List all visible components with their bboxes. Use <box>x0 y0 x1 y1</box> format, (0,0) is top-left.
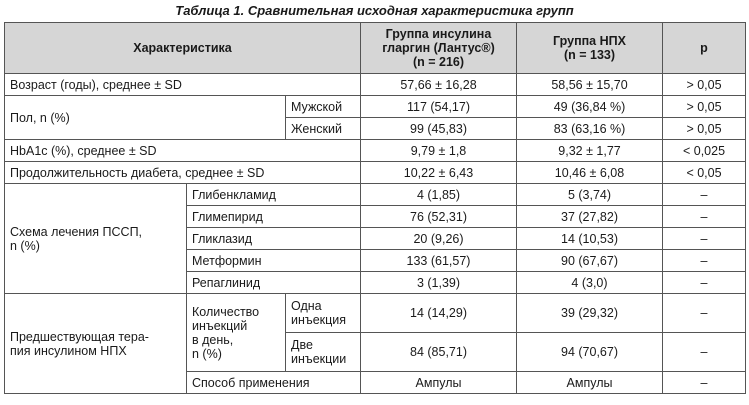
label-cell: Репаглинид <box>186 271 361 294</box>
value-cell: 84 (85,71) <box>360 332 517 372</box>
table-title: Таблица 1. Сравнительная исходная характ… <box>175 3 574 18</box>
row: Репаглинид 3 (1,39) 4 (3,0) – <box>5 271 746 294</box>
p-cell: – <box>662 293 746 333</box>
row: Пол, n (%) Мужской 117 (54,17) 49 (36,84… <box>4 95 746 140</box>
p-cell: – <box>662 227 746 250</box>
row: Предшествующая тера-пия инсулином НПХ Ко… <box>4 293 746 394</box>
comparison-table: Характеристика Группа инсулина гларгин (Л… <box>4 22 746 394</box>
value-cell: 9,32 ± 1,77 <box>516 139 663 162</box>
value-cell: 57,66 ± 16,28 <box>360 73 517 96</box>
row: Метформин 133 (61,57) 90 (67,67) – <box>5 249 746 272</box>
value-cell: 94 (70,67) <box>516 332 663 372</box>
label-cell: Продолжительность диабета, среднее ± SD <box>4 161 361 184</box>
p-cell: – <box>662 183 746 206</box>
value-cell: 117 (54,17) <box>360 95 517 118</box>
row: Гликлазид 20 (9,26) 14 (10,53) – <box>5 227 746 250</box>
label-cell: Женский <box>285 117 361 140</box>
row: HbA1c (%), среднее ± SD 9,79 ± 1,8 9,32 … <box>4 139 746 162</box>
value-cell: 3 (1,39) <box>360 271 517 294</box>
p-cell: – <box>662 249 746 272</box>
text-line: инъекций <box>192 318 248 333</box>
label-cell: Возраст (годы), среднее ± SD <box>4 73 361 96</box>
label-cell: Две инъекции <box>285 332 361 372</box>
label-cell: Метформин <box>186 249 361 272</box>
label-cell: Одна инъекция <box>285 293 361 333</box>
text-line: Группа НПХ <box>553 34 626 48</box>
p-cell: < 0,05 <box>662 161 746 184</box>
p-cell: < 0,025 <box>662 139 746 162</box>
row: Схема лечения ПССП, n (%) Глибенкламид 4 (1… <box>4 183 746 294</box>
label-cell: Пол, n (%) <box>4 95 286 140</box>
label-cell: Схема лечения ПССП, n (%) <box>4 183 187 294</box>
value-cell: 99 (45,83) <box>360 117 517 140</box>
text-line: Одна <box>291 299 322 313</box>
value-cell: 4 (3,0) <box>516 271 663 294</box>
value-cell: 14 (14,29) <box>360 293 517 333</box>
header-cell: p <box>662 22 746 74</box>
value-cell: 58,56 ± 15,70 <box>516 73 663 96</box>
row: Возраст (годы), среднее ± SD 57,66 ± 16,… <box>4 73 746 96</box>
p-cell: – <box>662 371 746 394</box>
text-line: Схема лечения ПССП, <box>10 224 143 239</box>
scheme-group: Схема лечения ПССП, n (%) Глибенкламид 4 (1… <box>4 183 746 294</box>
text-line: инъекции <box>291 352 347 366</box>
p-cell: – <box>662 332 746 372</box>
text-line: гларгин (Лантус®) <box>382 41 495 55</box>
text-line: Количество <box>192 304 260 319</box>
p-cell: > 0,05 <box>662 73 746 96</box>
text-line: n (%) <box>10 238 40 253</box>
label-cell: Предшествующая тера-пия инсулином НПХ <box>4 293 187 394</box>
value-cell: 14 (10,53) <box>516 227 663 250</box>
text-line: (n = 216) <box>412 55 465 69</box>
value-cell: 90 (67,67) <box>516 249 663 272</box>
text-line: пия инсулином НПХ <box>10 343 127 358</box>
value-cell: 49 (36,84 %) <box>516 95 663 118</box>
label-cell: Гликлазид <box>186 227 361 250</box>
p-cell: – <box>662 205 746 228</box>
header-cell: Характеристика <box>4 22 361 74</box>
text-line: инъекция <box>291 313 347 327</box>
row: Две инъекции 84 (85,71) 94 (70,67) – <box>5 332 746 372</box>
header-cell: Группа НПХ (n = 133) <box>516 22 663 74</box>
label-cell: HbA1c (%), среднее ± SD <box>4 139 361 162</box>
value-cell: 10,46 ± 6,08 <box>516 161 663 184</box>
value-cell: 133 (61,57) <box>360 249 517 272</box>
value-cell: Ампулы <box>516 371 663 394</box>
value-cell: 4 (1,85) <box>360 183 517 206</box>
label-cell: Мужской <box>285 95 361 118</box>
text-line: (n = 133) <box>563 48 616 62</box>
label-cell: Глимепирид <box>186 205 361 228</box>
text-line: n (%) <box>192 346 222 361</box>
text-line: Группа инсулина <box>385 27 492 41</box>
label-cell: Количество инъекций в день, n (%) <box>186 293 286 372</box>
p-cell: > 0,05 <box>662 95 746 118</box>
label-cell: Способ применения <box>186 371 361 394</box>
header-cell: Группа инсулина гларгин (Лантус®) (n = 216… <box>360 22 517 74</box>
p-cell: > 0,05 <box>662 117 746 140</box>
row: Способ применения Ампулы Ампулы – <box>5 371 746 394</box>
value-cell: 5 (3,74) <box>516 183 663 206</box>
value-cell: Ампулы <box>360 371 517 394</box>
value-cell: 37 (27,82) <box>516 205 663 228</box>
value-cell: 9,79 ± 1,8 <box>360 139 517 162</box>
text-line: в день, <box>192 332 234 347</box>
value-cell: 10,22 ± 6,43 <box>360 161 517 184</box>
value-cell: 20 (9,26) <box>360 227 517 250</box>
row: Продолжительность диабета, среднее ± SD … <box>4 161 746 184</box>
text-line: Две <box>291 338 313 352</box>
header-row: Характеристика Группа инсулина гларгин (Л… <box>4 22 746 74</box>
value-cell: 39 (29,32) <box>516 293 663 333</box>
p-cell: – <box>662 271 746 294</box>
value-cell: 76 (52,31) <box>360 205 517 228</box>
text-line: Предшествующая тера- <box>10 329 149 344</box>
label-cell: Глибенкламид <box>186 183 361 206</box>
value-cell: 83 (63,16 %) <box>516 117 663 140</box>
